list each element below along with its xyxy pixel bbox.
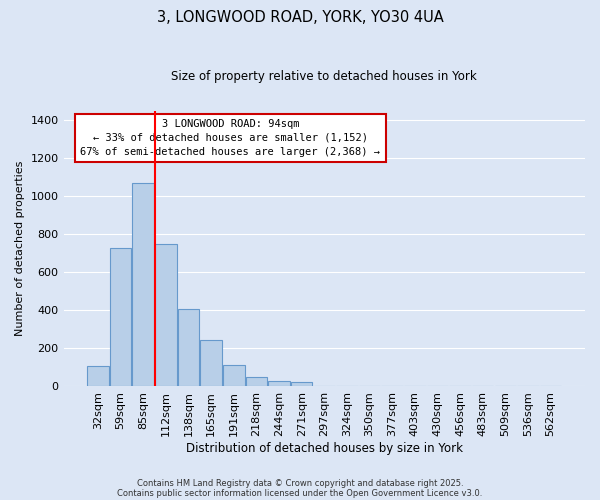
Bar [133, 183, 154, 386]
Bar [87, 366, 109, 386]
Text: Contains HM Land Registry data © Crown copyright and database right 2025.: Contains HM Land Registry data © Crown c… [137, 478, 463, 488]
Text: Contains public sector information licensed under the Open Government Licence v3: Contains public sector information licen… [118, 488, 482, 498]
Bar [245, 377, 267, 386]
Bar [155, 244, 176, 386]
Bar [291, 382, 313, 386]
Title: Size of property relative to detached houses in York: Size of property relative to detached ho… [172, 70, 477, 83]
Bar [178, 310, 199, 386]
Text: 3, LONGWOOD ROAD, YORK, YO30 4UA: 3, LONGWOOD ROAD, YORK, YO30 4UA [157, 10, 443, 25]
Bar [110, 248, 131, 386]
Bar [200, 340, 222, 386]
Text: 3 LONGWOOD ROAD: 94sqm
← 33% of detached houses are smaller (1,152)
67% of semi-: 3 LONGWOOD ROAD: 94sqm ← 33% of detached… [80, 119, 380, 157]
Bar [223, 364, 245, 386]
X-axis label: Distribution of detached houses by size in York: Distribution of detached houses by size … [186, 442, 463, 455]
Y-axis label: Number of detached properties: Number of detached properties [15, 161, 25, 336]
Bar [268, 381, 290, 386]
